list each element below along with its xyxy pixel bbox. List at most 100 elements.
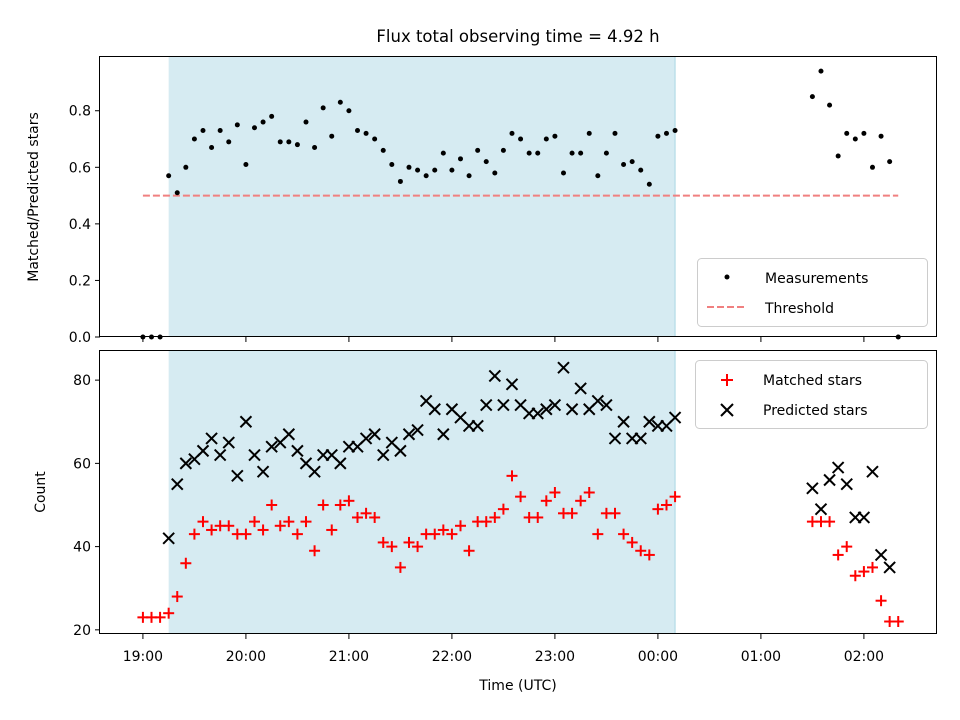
measurement-point: [226, 139, 232, 145]
bottom-xtick-label: 23:00: [535, 649, 575, 665]
measurement-point: [243, 161, 249, 167]
matched-star-point: [832, 549, 844, 561]
measurement-point: [423, 173, 429, 179]
measurement-point: [612, 130, 618, 136]
measurement-point: [492, 170, 498, 176]
bottom-ytick-label: 80: [73, 373, 91, 389]
legend-predicted-label: Predicted stars: [763, 403, 868, 419]
measurement-point: [535, 150, 541, 156]
matched-star-point: [506, 470, 518, 482]
measurement-point: [861, 130, 867, 136]
top-ytick-label: 0.8: [69, 104, 91, 120]
measurement-point: [457, 156, 463, 162]
top-ytick-label: 0.2: [69, 273, 91, 289]
top-y-axis-label: Matched/Predicted stars: [26, 112, 42, 282]
matched-star-point: [652, 503, 664, 515]
matched-star-point: [866, 561, 878, 573]
matched-star-point: [223, 520, 235, 532]
measurement-point: [646, 181, 652, 187]
predicted-star-point: [368, 428, 381, 441]
matched-star-point: [394, 561, 406, 573]
matched-star-point: [274, 520, 286, 532]
top-observing-window: [168, 57, 676, 337]
matched-star-point: [377, 536, 389, 548]
matched-star-point: [575, 495, 587, 507]
matched-star-point: [206, 524, 218, 536]
predicted-star-point: [334, 457, 347, 470]
matched-star-point: [515, 491, 527, 503]
matched-star-point: [592, 528, 604, 540]
matched-star-point: [669, 491, 681, 503]
measurement-point: [603, 150, 609, 156]
matched-star-point: [343, 495, 355, 507]
measurement-point: [638, 167, 644, 173]
measurement-point: [560, 170, 566, 176]
measurement-point: [869, 164, 875, 170]
predicted-star-point: [497, 398, 510, 412]
measurement-point: [372, 136, 378, 142]
predicted-star-point: [248, 448, 261, 462]
measurement-point: [277, 139, 283, 145]
predicted-star-point: [634, 432, 647, 445]
measurement-point: [440, 150, 446, 156]
predicted-star-point: [213, 448, 227, 462]
predicted-star-point: [171, 477, 184, 491]
measurement-point: [663, 130, 669, 136]
measurement-point: [191, 136, 197, 142]
top-ytick-label: 0.0: [69, 330, 91, 346]
measurement-point: [552, 133, 558, 139]
legend-threshold-label: Threshold: [764, 301, 834, 317]
predicted-star-point: [557, 361, 570, 374]
measurement-point: [809, 94, 815, 100]
matched-star-point: [849, 570, 861, 582]
predicted-star-point: [308, 465, 321, 478]
bottom-panel: 20 40 60 80 19:00 20:00 21:00 22:00 23:00 00:00 0…: [33, 350, 937, 694]
matched-star-point: [566, 507, 578, 519]
measurement-point: [406, 164, 412, 170]
measurement-point: [844, 130, 850, 136]
matched-star-point: [360, 507, 372, 519]
bottom-xtick-label: 22:00: [432, 649, 472, 665]
measurement-point: [827, 102, 833, 108]
measurement-point: [286, 139, 292, 145]
predicted-star-point: [402, 428, 416, 441]
legend-measurements-marker: [724, 274, 730, 280]
matched-star-point: [824, 516, 836, 528]
matched-star-point: [240, 528, 252, 540]
matched-star-point: [326, 524, 338, 536]
matched-star-point: [412, 541, 424, 553]
predicted-star-point: [471, 419, 484, 433]
legend-matched-marker: [721, 374, 733, 386]
predicted-star-point: [222, 436, 235, 449]
measurement-point: [320, 105, 326, 111]
matched-star-point: [180, 557, 192, 569]
matched-star-point: [300, 516, 312, 528]
matched-star-point: [369, 511, 381, 523]
measurement-point: [432, 167, 438, 173]
predicted-star-point: [591, 394, 605, 408]
measurement-point: [518, 136, 524, 142]
top-ytick-label: 0.4: [69, 217, 91, 233]
predicted-star-point: [668, 411, 682, 424]
predicted-star-point: [531, 407, 544, 420]
predicted-star-point: [377, 448, 390, 462]
measurement-point: [586, 130, 592, 136]
predicted-star-point: [411, 423, 424, 437]
measurement-point: [415, 167, 421, 173]
measurement-point: [672, 128, 678, 134]
measurement-point: [303, 119, 309, 125]
measurement-point: [466, 173, 472, 179]
matched-star-point: [351, 511, 363, 523]
measurement-point: [569, 150, 575, 156]
measurement-point: [312, 145, 318, 151]
measurement-point: [260, 119, 266, 125]
predicted-star-point: [437, 428, 450, 441]
measurement-point: [354, 128, 360, 134]
measurement-point: [483, 159, 489, 165]
predicted-star-point: [874, 548, 888, 562]
predicted-star-point: [617, 415, 630, 428]
top-panel: 0.00.20.40.60.8 Matched/Predicted stars …: [26, 56, 937, 346]
matched-star-point: [429, 528, 441, 540]
measurement-point: [337, 99, 343, 105]
matched-star-point: [437, 524, 449, 536]
